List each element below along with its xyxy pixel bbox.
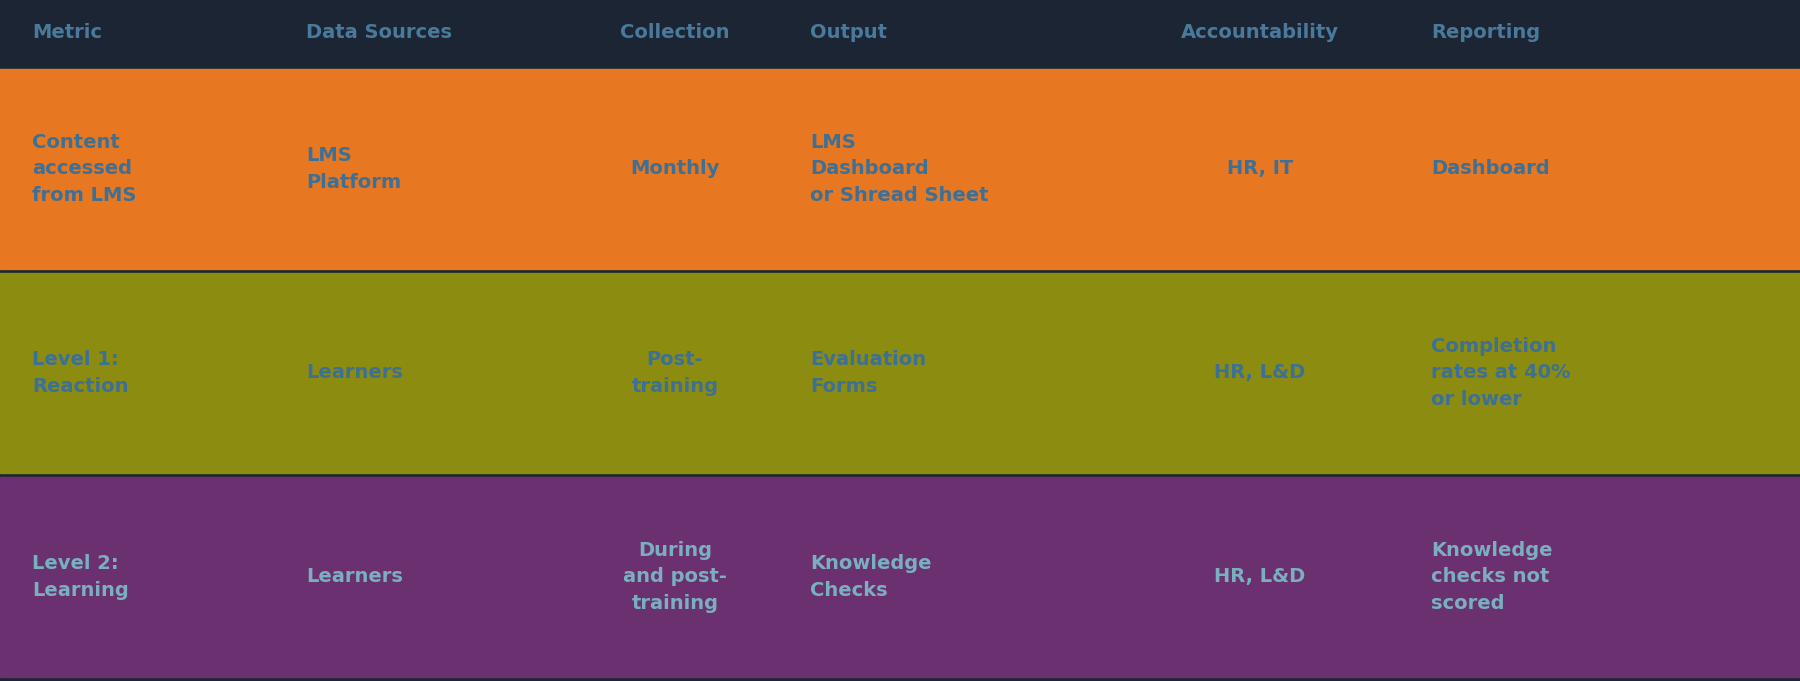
- Bar: [0, 69, 1800, 269]
- Text: HR, IT: HR, IT: [1228, 159, 1292, 178]
- Text: Knowledge
checks not
scored: Knowledge checks not scored: [1431, 541, 1552, 613]
- Text: Knowledge
Checks: Knowledge Checks: [810, 554, 932, 600]
- Text: Dashboard: Dashboard: [1431, 159, 1550, 178]
- Bar: [0, 0, 1800, 65]
- Text: Output: Output: [810, 23, 887, 42]
- Text: Evaluation
Forms: Evaluation Forms: [810, 350, 927, 396]
- Bar: [0, 273, 1800, 473]
- Text: LMS
Platform: LMS Platform: [306, 146, 401, 191]
- Text: Accountability: Accountability: [1181, 23, 1339, 42]
- Text: During
and post-
training: During and post- training: [623, 541, 727, 613]
- Text: Metric: Metric: [32, 23, 103, 42]
- Text: Monthly: Monthly: [630, 159, 720, 178]
- Text: Data Sources: Data Sources: [306, 23, 452, 42]
- Text: Level 1:
Reaction: Level 1: Reaction: [32, 350, 130, 396]
- Text: HR, L&D: HR, L&D: [1215, 567, 1305, 586]
- Text: Content
accessed
from LMS: Content accessed from LMS: [32, 133, 137, 205]
- Text: Collection: Collection: [621, 23, 729, 42]
- Text: Post-
training: Post- training: [632, 350, 718, 396]
- Bar: [0, 477, 1800, 677]
- Text: Level 2:
Learning: Level 2: Learning: [32, 554, 130, 600]
- Text: HR, L&D: HR, L&D: [1215, 364, 1305, 382]
- Text: Learners: Learners: [306, 567, 403, 586]
- Text: Learners: Learners: [306, 364, 403, 382]
- Text: Reporting: Reporting: [1431, 23, 1541, 42]
- Text: LMS
Dashboard
or Shread Sheet: LMS Dashboard or Shread Sheet: [810, 133, 988, 205]
- Text: Completion
rates at 40%
or lower: Completion rates at 40% or lower: [1431, 337, 1570, 409]
